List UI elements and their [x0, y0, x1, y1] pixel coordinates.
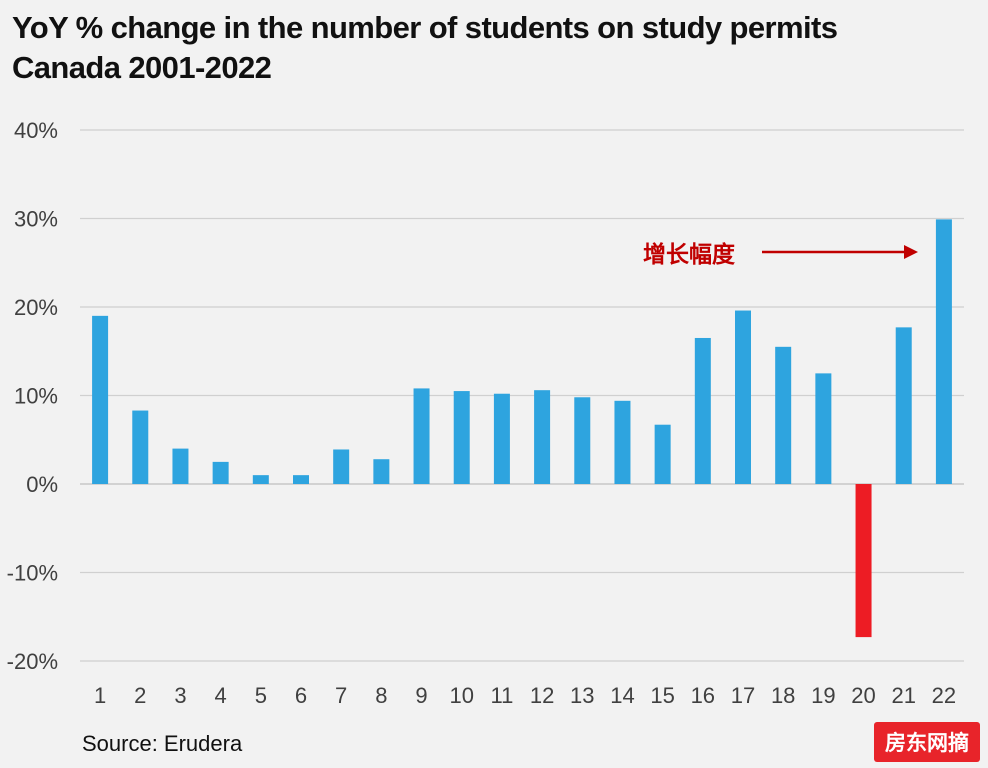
bar [172, 448, 189, 484]
y-tick-label: 20% [14, 295, 58, 320]
bar [935, 219, 952, 484]
bar [252, 475, 269, 484]
watermark-badge: 房东网摘 [874, 722, 980, 762]
x-tick-label: 15 [650, 683, 674, 708]
x-tick-label: 22 [932, 683, 956, 708]
x-tick-label: 20 [851, 683, 875, 708]
bar [212, 461, 229, 484]
x-tick-label: 13 [570, 683, 594, 708]
x-tick-label: 3 [174, 683, 186, 708]
bar [373, 459, 390, 484]
y-tick-label: -20% [7, 649, 58, 674]
bar [493, 393, 510, 484]
source-note: Source: Erudera [82, 731, 243, 756]
y-tick-label: 40% [14, 118, 58, 143]
bar [574, 397, 591, 484]
bar [453, 391, 470, 484]
annotation-label: 增长幅度 [643, 241, 736, 268]
y-tick-label: 0% [26, 472, 58, 497]
bar [815, 373, 832, 484]
x-tick-label: 12 [530, 683, 554, 708]
bar [413, 388, 430, 484]
x-tick-label: 1 [94, 683, 106, 708]
watermark-text: 房东网摘 [885, 731, 969, 755]
x-tick-label: 9 [415, 683, 427, 708]
bar [735, 310, 751, 484]
x-tick-label: 11 [490, 683, 513, 708]
x-tick-label: 6 [295, 683, 307, 708]
bar [694, 337, 711, 484]
x-tick-label: 2 [134, 683, 146, 708]
bar [855, 484, 872, 638]
x-tick-label: 19 [811, 683, 835, 708]
bar [92, 315, 109, 484]
annotation-arrow-head [904, 245, 918, 259]
x-tick-label: 16 [691, 683, 715, 708]
chart-title: YoY % change in the number of students o… [12, 8, 838, 88]
bar [534, 390, 551, 484]
x-tick-label: 14 [610, 683, 634, 708]
x-tick-label: 17 [731, 683, 755, 708]
bar [132, 410, 149, 484]
y-tick-label: -10% [7, 561, 58, 586]
y-tick-label: 10% [14, 384, 58, 409]
chart-title-line1: YoY % change in the number of students o… [12, 10, 838, 45]
bar [333, 449, 350, 484]
bar [293, 475, 309, 484]
y-tick-label: 30% [14, 207, 58, 232]
bar [895, 327, 912, 484]
bar [614, 400, 631, 484]
x-tick-label: 18 [771, 683, 795, 708]
bar [654, 424, 671, 484]
x-tick-label: 7 [335, 683, 347, 708]
x-tick-label: 21 [891, 683, 915, 708]
x-tick-label: 8 [375, 683, 387, 708]
x-tick-label: 5 [255, 683, 267, 708]
x-tick-label: 10 [449, 683, 473, 708]
chart-subtitle: Canada 2001-2022 [12, 50, 272, 85]
x-tick-label: 4 [215, 683, 227, 708]
bar [775, 346, 792, 484]
